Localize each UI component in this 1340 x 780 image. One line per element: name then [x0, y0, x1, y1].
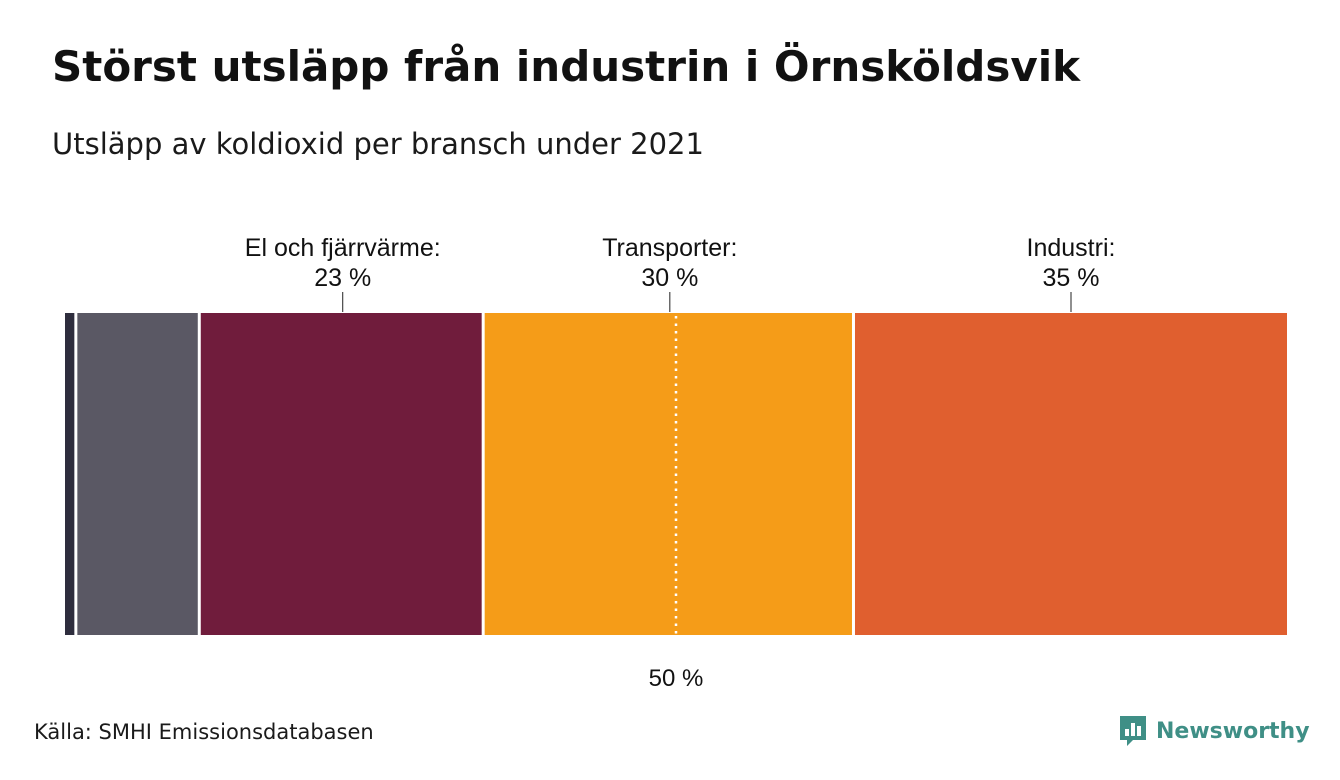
reference-line-group: 50 %: [649, 316, 704, 692]
segment-label-transporter: Transporter:: [602, 234, 737, 262]
brand-name: Newsworthy: [1156, 718, 1310, 744]
chart-title: Störst utsläpp från industrin i Örnsköld…: [52, 42, 1081, 91]
chart-subtitle: Utsläpp av koldioxid per bransch under 2…: [52, 127, 704, 161]
bar-segment-industri: [854, 313, 1287, 635]
bar-segment-el-och-fjärrvärme: [200, 313, 482, 635]
segment-value-label-industri: 35 %: [1042, 264, 1099, 292]
bar-segment-unlabelled-0: [65, 313, 75, 635]
segment-label-el-och-fjärrvärme: El och fjärrvärme:: [245, 234, 441, 262]
segment-label-industri: Industri:: [1027, 234, 1116, 262]
newsworthy-logo-icon: [1120, 716, 1146, 746]
brand-logo: Newsworthy: [1118, 714, 1310, 748]
bar-segment-transporter: [484, 313, 852, 635]
segment-value-label-el-och-fjärrvärme: 23 %: [314, 264, 371, 292]
bar-segment-unlabelled-1: [77, 313, 198, 635]
bar-segments: [65, 313, 1287, 635]
segment-labels: El och fjärrvärme:23 % Transporter:30 % In…: [245, 234, 1116, 312]
segment-value-label-transporter: 30 %: [641, 264, 698, 292]
source-note: Källa: SMHI Emissionsdatabasen: [34, 720, 374, 744]
reference-line-label: 50 %: [649, 665, 704, 692]
